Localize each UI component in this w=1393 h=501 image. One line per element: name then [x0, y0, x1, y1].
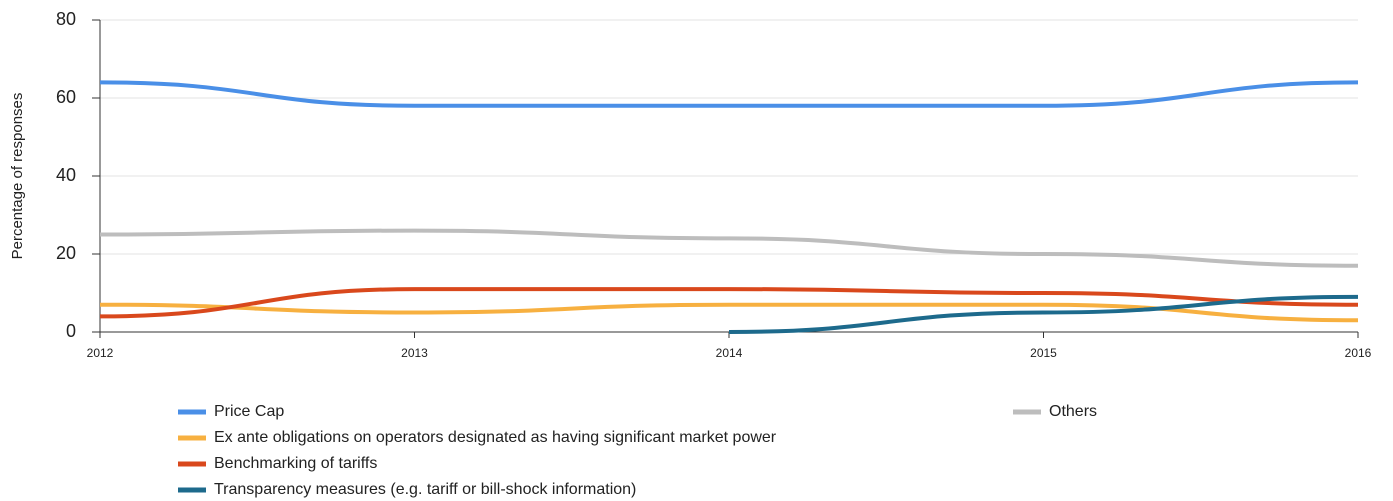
- legend-label: Benchmarking of tariffs: [214, 455, 377, 472]
- y-tick-label: 20: [56, 243, 76, 263]
- y-tick-label: 0: [66, 321, 76, 341]
- y-axis-label: Percentage of responses: [9, 93, 26, 260]
- y-tick-label: 60: [56, 87, 76, 107]
- x-tick-label: 2012: [87, 346, 114, 360]
- legend-label: Ex ante obligations on operators designa…: [214, 429, 777, 446]
- series-line: [99, 228, 1359, 268]
- legend-label: Others: [1049, 403, 1097, 420]
- y-tick-label: 80: [56, 9, 76, 29]
- x-tick-label: 2015: [1030, 346, 1057, 360]
- x-tick-label: 2014: [716, 346, 743, 360]
- y-tick-label: 40: [56, 165, 76, 185]
- series-line: [728, 294, 1359, 334]
- legend-label: Transparency measures (e.g. tariff or bi…: [214, 481, 636, 498]
- series-line: [99, 80, 1359, 108]
- legend-label: Price Cap: [214, 403, 284, 420]
- x-tick-label: 2016: [1345, 346, 1372, 360]
- x-tick-label: 2013: [401, 346, 428, 360]
- series-line: [99, 287, 1359, 319]
